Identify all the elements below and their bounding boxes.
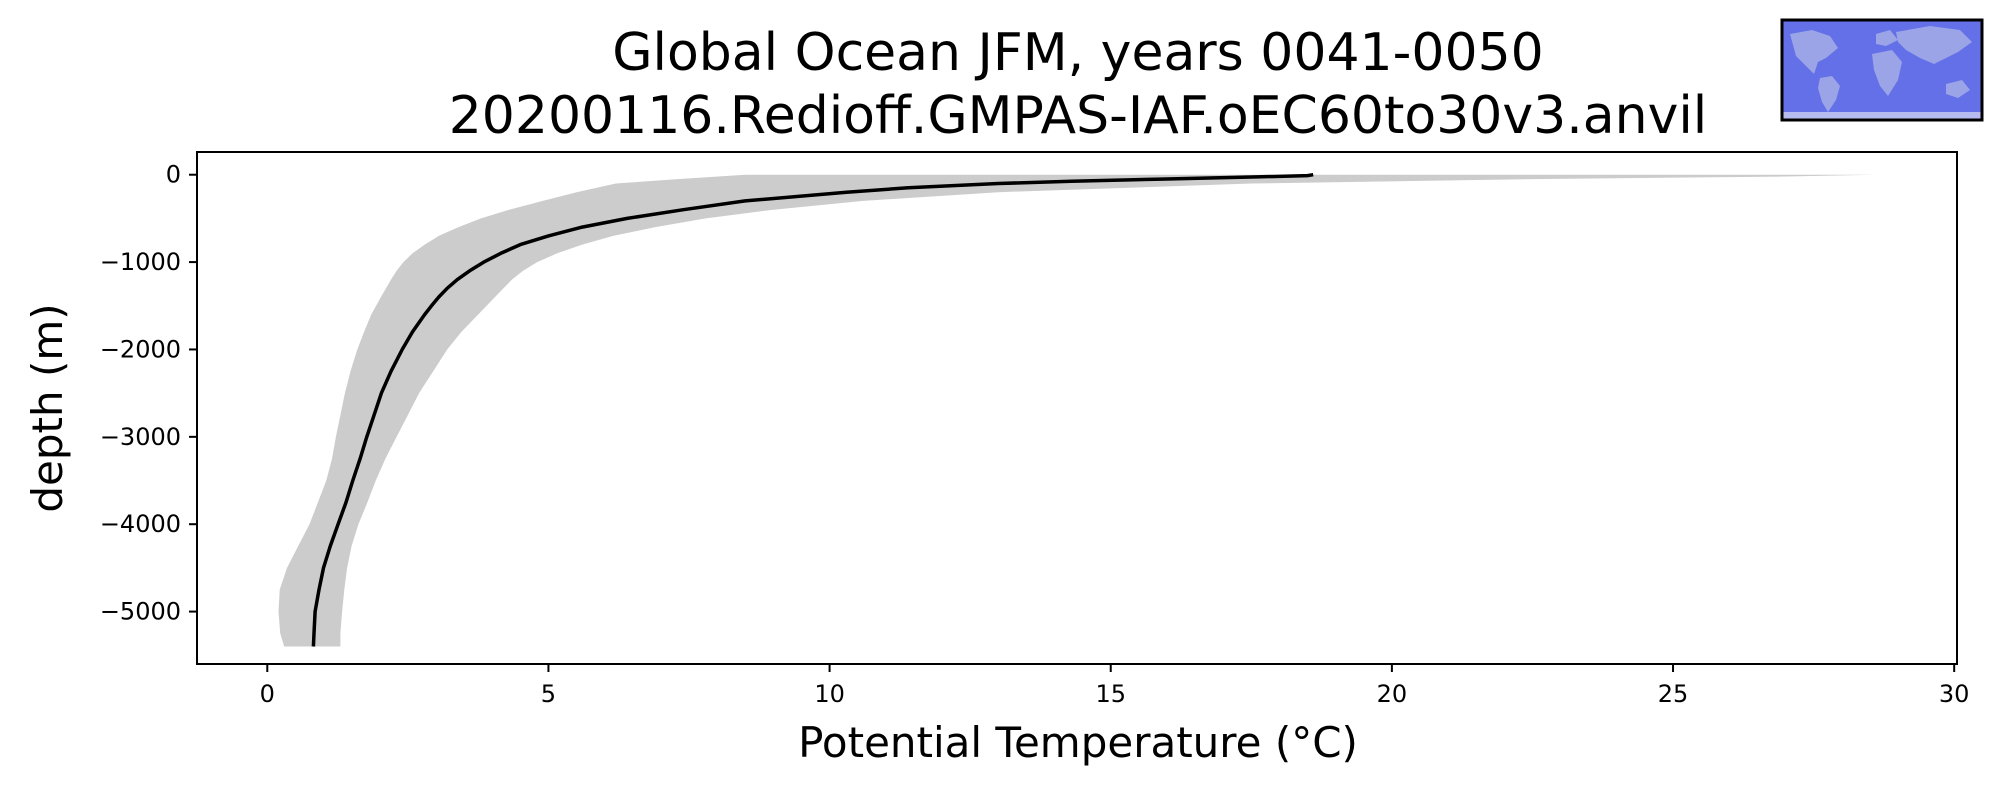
inset-map-land-australia <box>1946 80 1970 98</box>
inset-map-land-americas-north <box>1790 30 1838 74</box>
x-axis-label: Potential Temperature (°C) <box>798 718 1358 767</box>
inset-map-land-africa <box>1872 50 1902 96</box>
inset-map-land-asia <box>1896 26 1972 64</box>
inset-map <box>1780 18 1984 122</box>
chart-title-line1: Global Ocean JFM, years 0041-0050 <box>612 23 1544 83</box>
y-tick-label: −2000 <box>100 335 181 363</box>
y-axis-label: depth (m) <box>23 303 72 512</box>
mean-profile-line <box>311 172 1314 647</box>
inset-map-land-antarctica <box>1782 112 1982 120</box>
inset-map-frame <box>1780 18 1984 122</box>
plot-frame <box>196 151 1958 665</box>
plot-area <box>278 172 1876 647</box>
y-tick-label: −4000 <box>100 510 181 538</box>
x-tick-label: 15 <box>1095 680 1126 708</box>
x-tick-label: 25 <box>1658 680 1689 708</box>
axis-ticks: 0 5 10 15 20 25 30 0 −1000 −2000 −3000 −4000 −5000 <box>100 161 1970 708</box>
x-tick-label: 10 <box>814 680 845 708</box>
x-tick-label: 5 <box>541 680 556 708</box>
y-tick-label: −1000 <box>100 248 181 276</box>
y-tick-label: −5000 <box>100 598 181 626</box>
x-tick-label: 20 <box>1377 680 1408 708</box>
x-tick-label: 30 <box>1939 680 1970 708</box>
y-tick-label: −3000 <box>100 423 181 451</box>
x-tick-label: 0 <box>260 680 275 708</box>
chart-title-line2: 20200116.Redioff.GMPAS-IAF.oEC60to30v3.a… <box>449 86 1708 146</box>
inset-map-land-europe <box>1876 30 1898 46</box>
inset-map-land-americas-south <box>1818 76 1840 112</box>
y-tick-label: 0 <box>166 161 181 189</box>
